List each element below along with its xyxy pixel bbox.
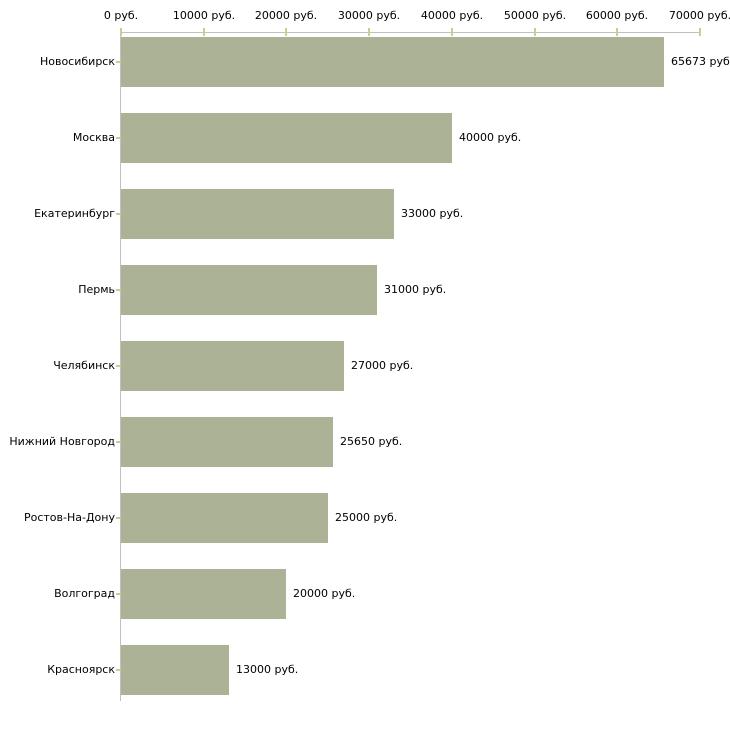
y-axis-tick — [116, 365, 121, 367]
x-axis-tick — [285, 28, 287, 36]
category-label: Красноярск — [47, 663, 115, 676]
x-axis-tick — [203, 28, 205, 36]
category-label: Москва — [72, 131, 115, 144]
category-label: Пермь — [78, 283, 115, 296]
y-axis-tick — [116, 441, 121, 443]
value-label: 65673 руб. — [671, 55, 730, 68]
x-axis-tick-label: 10000 руб. — [172, 9, 236, 22]
y-axis-tick — [116, 213, 121, 215]
bar — [121, 341, 344, 391]
x-axis-line — [121, 32, 701, 33]
x-axis-tick — [699, 28, 701, 36]
bar — [121, 645, 229, 695]
y-axis-tick — [116, 289, 121, 291]
x-axis-tick — [120, 28, 122, 36]
x-axis-tick-label: 70000 руб. — [668, 9, 730, 22]
x-axis-tick — [451, 28, 453, 36]
value-label: 33000 руб. — [401, 207, 464, 220]
x-axis-tick-label: 50000 руб. — [503, 9, 567, 22]
value-label: 25000 руб. — [335, 511, 398, 524]
bar — [121, 417, 333, 467]
x-axis-tick-label: 40000 руб. — [420, 9, 484, 22]
category-label: Новосибирск — [39, 55, 115, 68]
value-label: 31000 руб. — [384, 283, 447, 296]
y-axis-tick — [116, 61, 121, 63]
y-axis-tick — [116, 593, 121, 595]
x-axis-tick — [534, 28, 536, 36]
value-label: 13000 руб. — [236, 663, 299, 676]
value-label: 25650 руб. — [340, 435, 403, 448]
bar — [121, 37, 664, 87]
category-label: Екатеринбург — [34, 207, 115, 220]
bar — [121, 493, 328, 543]
x-axis-tick-label: 30000 руб. — [337, 9, 401, 22]
x-axis-tick-label: 0 руб. — [103, 9, 139, 22]
x-axis-tick-label: 60000 руб. — [585, 9, 649, 22]
x-axis-tick — [616, 28, 618, 36]
category-label: Нижний Новгород — [9, 435, 115, 448]
x-axis-tick — [368, 28, 370, 36]
value-label: 20000 руб. — [293, 587, 356, 600]
y-axis-tick — [116, 669, 121, 671]
bar — [121, 569, 286, 619]
x-axis-tick-label: 20000 руб. — [254, 9, 318, 22]
category-label: Волгоград — [54, 587, 115, 600]
bar — [121, 189, 394, 239]
value-label: 27000 руб. — [351, 359, 414, 372]
value-label: 40000 руб. — [459, 131, 522, 144]
bar — [121, 113, 452, 163]
category-label: Ростов-На-Дону — [23, 511, 115, 524]
y-axis-tick — [116, 137, 121, 139]
category-label: Челябинск — [53, 359, 115, 372]
bar — [121, 265, 377, 315]
y-axis-tick — [116, 517, 121, 519]
